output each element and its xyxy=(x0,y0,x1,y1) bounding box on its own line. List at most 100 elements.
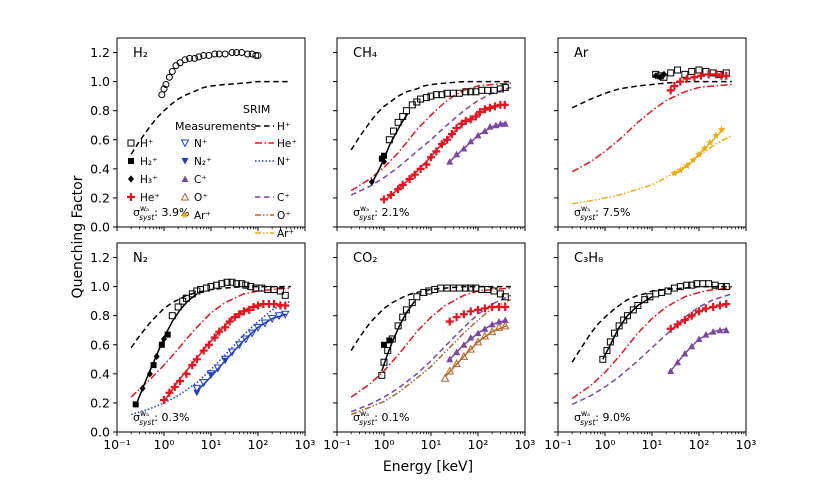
legend-label: N₂⁺ xyxy=(194,156,212,168)
data-point xyxy=(195,53,203,61)
data-point xyxy=(695,150,703,158)
data-point xyxy=(658,288,666,296)
y-tick-label: 0.8 xyxy=(90,308,110,323)
data-point xyxy=(629,306,637,314)
data-point xyxy=(427,92,435,100)
data-point xyxy=(386,337,393,344)
data-point xyxy=(176,377,185,386)
data-point xyxy=(168,67,176,75)
legend-label: Ar⁺ xyxy=(194,210,211,222)
curve-dashed xyxy=(350,80,511,151)
data-point xyxy=(623,312,631,320)
data-point xyxy=(394,185,403,194)
data-point xyxy=(378,371,386,379)
panel-1: 0.0 0.2 0.4 0.6 0.8 1.0 1.2 H₂ σwₐ syst: 3.9% xyxy=(90,37,306,235)
data-point xyxy=(722,71,731,80)
panel-plot-area xyxy=(130,49,291,155)
data-point xyxy=(474,329,482,337)
data-point xyxy=(709,302,718,311)
data-point xyxy=(673,320,682,329)
data-point xyxy=(634,302,642,310)
panel-title: H₂ xyxy=(133,46,148,61)
data-point xyxy=(399,113,407,121)
curve-solid xyxy=(381,300,416,372)
data-point xyxy=(620,316,628,324)
x-tick-label: 10⁻¹ xyxy=(544,437,572,452)
panel-frame xyxy=(116,37,306,228)
sigma-sup: wₐ xyxy=(581,204,590,213)
data-point xyxy=(453,150,461,158)
data-point xyxy=(281,291,289,299)
x-tick-label: 10³ xyxy=(515,437,536,452)
curve-dashed xyxy=(130,80,291,155)
y-tick-label: 0.4 xyxy=(90,366,110,381)
data-point xyxy=(660,70,667,78)
data-point xyxy=(150,362,157,369)
data-point xyxy=(667,69,675,77)
data-point xyxy=(712,131,720,139)
legend-srim-title: SRIM xyxy=(243,103,270,116)
x-tick-label: 10⁰ xyxy=(374,437,395,452)
data-point xyxy=(701,304,710,313)
panel-plot-area xyxy=(571,280,733,406)
legend-marker xyxy=(181,175,189,182)
curve-dashed xyxy=(350,294,512,413)
data-point xyxy=(247,329,257,338)
systematic-value: : 2.1% xyxy=(374,206,409,219)
data-point xyxy=(455,284,463,292)
data-point xyxy=(501,293,509,301)
curve-dashdot xyxy=(571,83,732,173)
data-point xyxy=(687,311,696,320)
data-point xyxy=(244,50,252,58)
data-point xyxy=(681,349,689,357)
x-tick-label: 10² xyxy=(689,437,710,452)
data-point xyxy=(247,283,255,291)
data-point xyxy=(432,147,441,156)
data-point xyxy=(670,169,679,177)
data-point xyxy=(481,325,489,332)
data-point xyxy=(462,284,470,292)
legend: SRIM Measurements H⁺ H⁺ H₂⁺ H₃⁺ He⁺ He⁺ N⁺ N⁺ N₂⁺ C… xyxy=(127,103,297,240)
panel-frame xyxy=(557,37,747,228)
data-point xyxy=(188,361,197,370)
data-point xyxy=(445,366,455,375)
data-point xyxy=(281,301,290,310)
data-point xyxy=(158,91,166,99)
y-tick-label: 0.2 xyxy=(90,395,110,410)
data-point xyxy=(446,355,454,363)
data-point xyxy=(413,293,421,301)
data-point xyxy=(267,315,277,324)
curve-dashed xyxy=(350,285,511,351)
data-point xyxy=(666,86,675,95)
data-point xyxy=(191,54,199,62)
panel-title: CH₄ xyxy=(353,46,377,61)
data-point xyxy=(500,321,510,330)
data-point xyxy=(670,81,679,90)
x-tick-label: 10⁻¹ xyxy=(103,437,131,452)
data-point xyxy=(700,144,709,152)
legend-srim-label: He⁺ xyxy=(277,138,297,150)
data-point xyxy=(427,153,435,162)
data-point xyxy=(457,119,466,128)
systematic-label: σwₐ syst: 0.1% xyxy=(353,409,409,427)
data-point xyxy=(218,280,226,288)
data-point xyxy=(132,401,139,408)
panel-4: 0.0 0.2 0.4 0.6 0.8 1.0 1.2 10⁻¹ 10⁰ 10¹ 10² 10³ N₂ σ… xyxy=(90,242,315,452)
data-point xyxy=(496,120,504,127)
data-point xyxy=(422,160,431,169)
data-point xyxy=(716,326,724,334)
data-point xyxy=(717,125,726,133)
data-point xyxy=(274,312,284,321)
sigma-sub: syst xyxy=(139,418,155,427)
data-point xyxy=(368,178,375,186)
data-point xyxy=(459,351,469,360)
data-point xyxy=(459,310,468,319)
data-point xyxy=(452,313,461,322)
data-point xyxy=(494,322,504,331)
legend-marker xyxy=(180,139,190,148)
x-tick-label: 10¹ xyxy=(201,437,222,452)
x-tick-label: 10³ xyxy=(736,437,757,452)
legend-marker xyxy=(127,139,135,147)
data-point xyxy=(491,102,500,111)
